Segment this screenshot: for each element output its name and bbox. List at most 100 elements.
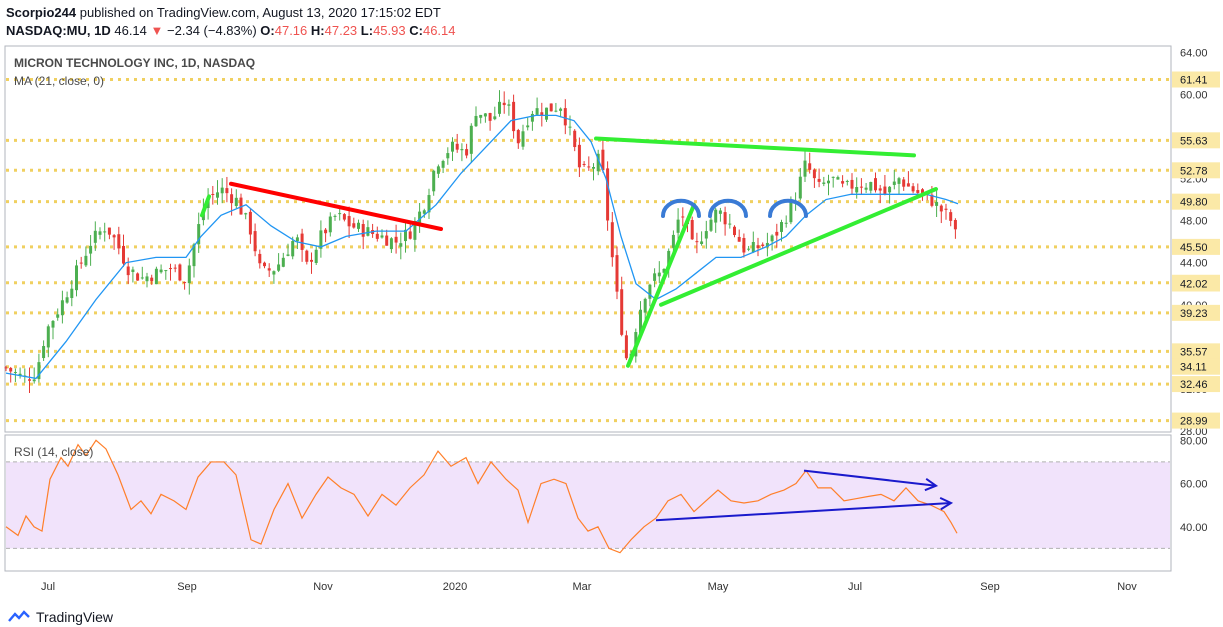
- candle-body: [183, 282, 187, 284]
- candle-body: [681, 216, 685, 218]
- candle-body: [949, 212, 953, 221]
- candle-body: [305, 250, 309, 262]
- candle-body: [808, 163, 812, 170]
- high-value: 47.23: [324, 23, 358, 38]
- level-label-box: [1172, 193, 1220, 210]
- candle-body: [361, 224, 365, 237]
- last-price: 46.14: [114, 23, 147, 38]
- candle-body: [427, 195, 431, 213]
- candle-body: [902, 179, 906, 187]
- close-label: C:: [409, 23, 423, 38]
- ma-line: [5, 114, 959, 380]
- candle-body: [535, 108, 539, 115]
- candle-body: [28, 379, 31, 381]
- candle-body: [333, 215, 337, 217]
- candle-body: [150, 277, 154, 282]
- candle-body: [399, 243, 403, 247]
- candle-body: [404, 229, 407, 242]
- trendline: [229, 181, 443, 232]
- trendline: [594, 136, 916, 158]
- candle-body: [728, 223, 732, 225]
- candle-body: [460, 149, 464, 151]
- candle-body: [582, 163, 586, 165]
- candle-body: [935, 201, 939, 206]
- candle-body: [596, 153, 600, 172]
- time-tick-label: Nov: [1117, 581, 1137, 593]
- candle-body: [418, 211, 422, 224]
- candle-body: [953, 219, 957, 230]
- level-lines: [6, 78, 1170, 423]
- price-tick-label: 60.00: [1180, 89, 1208, 101]
- candle-body: [267, 268, 271, 271]
- level-label: 34.11: [1180, 362, 1207, 374]
- candle-body: [850, 179, 854, 189]
- candle-body: [822, 182, 826, 184]
- candle-body: [718, 210, 722, 214]
- rsi-tick-label: 40.00: [1180, 522, 1208, 534]
- time-tick-label: 2020: [443, 581, 467, 593]
- candle-body: [559, 108, 563, 111]
- candle-body: [277, 264, 281, 271]
- candle-body: [479, 114, 483, 118]
- candle-body: [324, 229, 328, 234]
- price-axis[interactable]: 64.0060.0056.0052.0048.0044.0040.0036.00…: [1172, 47, 1220, 534]
- time-axis[interactable]: Jul Sep Nov 2020 Mar May Jul Sep Nov: [41, 581, 1137, 593]
- candle-body: [916, 190, 920, 193]
- publisher-name[interactable]: Scorpio244: [6, 5, 77, 20]
- candle-body: [112, 235, 116, 238]
- pattern-arc: [661, 198, 701, 218]
- candle-body: [272, 271, 276, 275]
- main-pane-frame: [4, 45, 1172, 433]
- candle-body: [187, 265, 191, 284]
- candle-body: [46, 326, 50, 348]
- candle-body: [140, 277, 144, 279]
- candle-body: [798, 176, 802, 199]
- candle-body: [653, 273, 657, 281]
- candle-body: [357, 222, 360, 229]
- candle-body: [869, 182, 873, 191]
- candle-body: [573, 130, 577, 148]
- candle-body: [606, 168, 610, 221]
- candle-body: [225, 188, 229, 194]
- candle-body: [295, 237, 299, 242]
- candle-body: [897, 178, 901, 184]
- candle-body: [765, 242, 769, 247]
- tradingview-logo[interactable]: TradingView: [8, 609, 113, 625]
- candle-body: [521, 131, 525, 147]
- candle-body: [136, 273, 140, 281]
- candle-body: [51, 320, 55, 328]
- candle-body: [601, 149, 605, 171]
- candle-body: [9, 367, 13, 372]
- time-tick-label: Sep: [980, 581, 1000, 593]
- candle-body: [408, 231, 412, 239]
- level-label: 61.41: [1180, 75, 1208, 87]
- candle-body: [131, 269, 135, 272]
- candle-body: [60, 300, 64, 316]
- level-label: 35.57: [1180, 346, 1208, 358]
- candle-body: [465, 149, 469, 156]
- candles: [4, 90, 957, 393]
- trendlines[interactable]: [200, 136, 938, 368]
- time-tick-label: Mar: [573, 581, 592, 593]
- candle-body: [667, 250, 671, 268]
- candle-body: [812, 169, 816, 179]
- candle-body: [319, 230, 323, 249]
- candle-body: [394, 236, 398, 243]
- candle-body: [648, 284, 652, 299]
- price-tick-label: 28.00: [1180, 426, 1208, 438]
- symbol-name[interactable]: NASDAQ:MU, 1D: [6, 23, 111, 38]
- level-label-box: [1172, 275, 1220, 292]
- level-label: 52.78: [1180, 165, 1208, 177]
- candle-body: [216, 192, 219, 198]
- candle-body: [723, 212, 727, 225]
- candle-body: [657, 272, 661, 277]
- candle-body: [700, 241, 704, 245]
- rsi-arrow-line: [655, 502, 952, 522]
- candle-body: [516, 130, 520, 144]
- candle-body: [488, 112, 492, 121]
- candle-body: [695, 241, 699, 243]
- tradingview-brand: TradingView: [36, 609, 114, 625]
- candle-body: [474, 115, 478, 127]
- candle-body: [530, 113, 534, 122]
